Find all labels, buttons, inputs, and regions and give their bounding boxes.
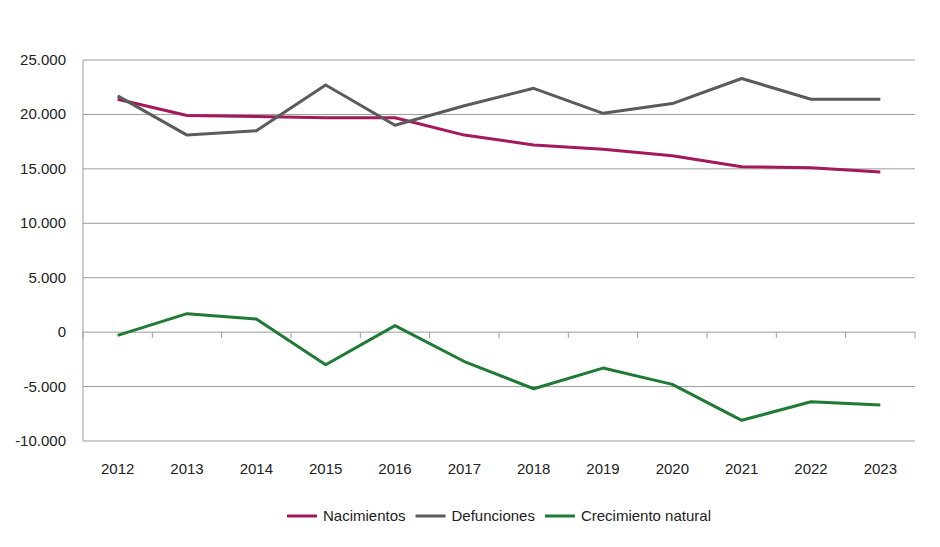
series-group — [118, 79, 881, 421]
legend-swatch — [287, 515, 317, 518]
x-tick — [152, 332, 153, 338]
x-tick — [776, 332, 777, 338]
grid-line — [83, 277, 915, 278]
x-tick — [499, 332, 500, 338]
legend-swatch — [416, 515, 446, 518]
grid-line — [83, 60, 915, 61]
y-tick-label: 0 — [58, 323, 66, 340]
x-tick — [360, 332, 361, 338]
x-tick-label: 2013 — [170, 460, 203, 477]
legend-label: Nacimientos — [323, 507, 406, 524]
x-tick-label: 2020 — [656, 460, 689, 477]
x-tick-label: 2017 — [448, 460, 481, 477]
y-tick-label: 25.000 — [20, 51, 66, 68]
grid-line — [83, 223, 915, 224]
x-tick — [915, 332, 916, 338]
x-tick-label: 2022 — [794, 460, 827, 477]
legend-label: Crecimiento natural — [581, 507, 711, 524]
x-tick-label: 2014 — [240, 460, 273, 477]
x-tick-label: 2016 — [378, 460, 411, 477]
y-tick-label: -5.000 — [23, 378, 66, 395]
y-axis-line — [83, 60, 84, 441]
grid-line — [83, 441, 915, 442]
x-tick-label: 2019 — [586, 460, 619, 477]
y-tick-label: 5.000 — [28, 269, 66, 286]
x-tick — [291, 332, 292, 338]
x-tick — [221, 332, 222, 338]
series-line — [118, 79, 881, 136]
y-tick-label: 20.000 — [20, 105, 66, 122]
y-tick-label: 10.000 — [20, 214, 66, 231]
chart: -10.000 -5.000 0 5.000 10.000 15.000 20.000 25.… — [0, 0, 940, 547]
grid-line — [83, 386, 915, 387]
y-tick-label: -10.000 — [15, 432, 66, 449]
x-tick — [568, 332, 569, 338]
x-tick — [83, 332, 84, 338]
legend: Nacimientos Defunciones Crecimiento natura… — [287, 507, 711, 524]
y-tick-label: 15.000 — [20, 160, 66, 177]
legend-swatch — [545, 515, 575, 518]
x-tick — [845, 332, 846, 338]
series-line — [118, 99, 881, 172]
series-line — [118, 314, 881, 421]
x-tick-label: 2021 — [725, 460, 758, 477]
x-tick-label: 2023 — [864, 460, 897, 477]
x-tick — [637, 332, 638, 338]
x-tick-label: 2012 — [101, 460, 134, 477]
legend-label: Defunciones — [452, 507, 535, 524]
x-tick — [429, 332, 430, 338]
x-tick-label: 2015 — [309, 460, 342, 477]
x-tick-label: 2018 — [517, 460, 550, 477]
x-tick — [707, 332, 708, 338]
